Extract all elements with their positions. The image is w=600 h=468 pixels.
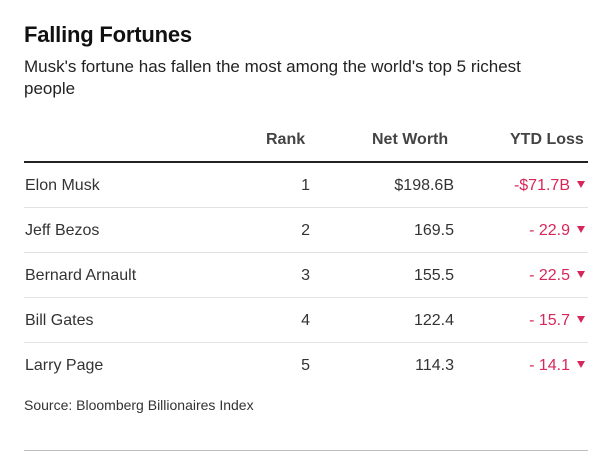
table-row: Bernard Arnault 3 155.5 - 22.5 [24,253,588,298]
chart-subtitle: Musk's fortune has fallen the most among… [24,57,521,98]
row-ytd-loss: - 22.5 [529,267,570,284]
row-ytd-loss: - 15.7 [529,312,570,329]
row-name: Bill Gates [25,312,94,329]
row-name: Elon Musk [25,177,100,194]
table-row: Larry Page 5 114.3 - 14.1 [24,343,588,388]
header-rule [24,161,588,163]
row-divider [24,252,588,253]
column-header-net-worth: Net Worth [372,131,449,148]
row-divider [24,207,588,208]
row-rank: 3 [301,267,310,284]
row-rank: 4 [301,312,310,329]
row-net-worth: 114.3 [415,357,454,374]
table-row: Bill Gates 4 122.4 - 15.7 [24,298,588,343]
row-net-worth: 169.5 [413,222,454,239]
table-row: Jeff Bezos 2 169.5 - 22.9 [24,208,588,253]
row-net-worth: 155.5 [413,267,454,284]
row-ytd-loss: - 14.1 [529,357,570,374]
column-header-rank: Rank [266,131,306,148]
down-triangle-icon [577,226,585,233]
row-ytd-loss: -$71.7B [513,177,570,194]
down-triangle-icon [577,316,585,323]
down-triangle-icon [577,181,585,188]
row-rank: 1 [301,177,310,194]
down-triangle-icon [577,361,585,368]
row-name: Larry Page [25,357,104,374]
source-note: Source: Bloomberg Billionaires Index [24,397,254,413]
row-net-worth: 122.4 [413,312,454,329]
row-name: Jeff Bezos [25,222,100,239]
row-name: Bernard Arnault [25,267,137,284]
down-triangle-icon [577,271,585,278]
footer-rule [24,450,588,451]
row-net-worth: $198.6B [394,177,454,194]
row-divider [24,342,588,343]
row-ytd-loss: - 22.9 [529,222,570,239]
row-rank: 2 [301,222,310,239]
row-rank: 5 [301,357,310,374]
row-divider [24,297,588,298]
table-row: Elon Musk 1 $198.6B -$71.7B [24,163,588,208]
column-header-ytd-loss: YTD Loss [510,131,584,148]
chart-title: Falling Fortunes [24,22,192,47]
